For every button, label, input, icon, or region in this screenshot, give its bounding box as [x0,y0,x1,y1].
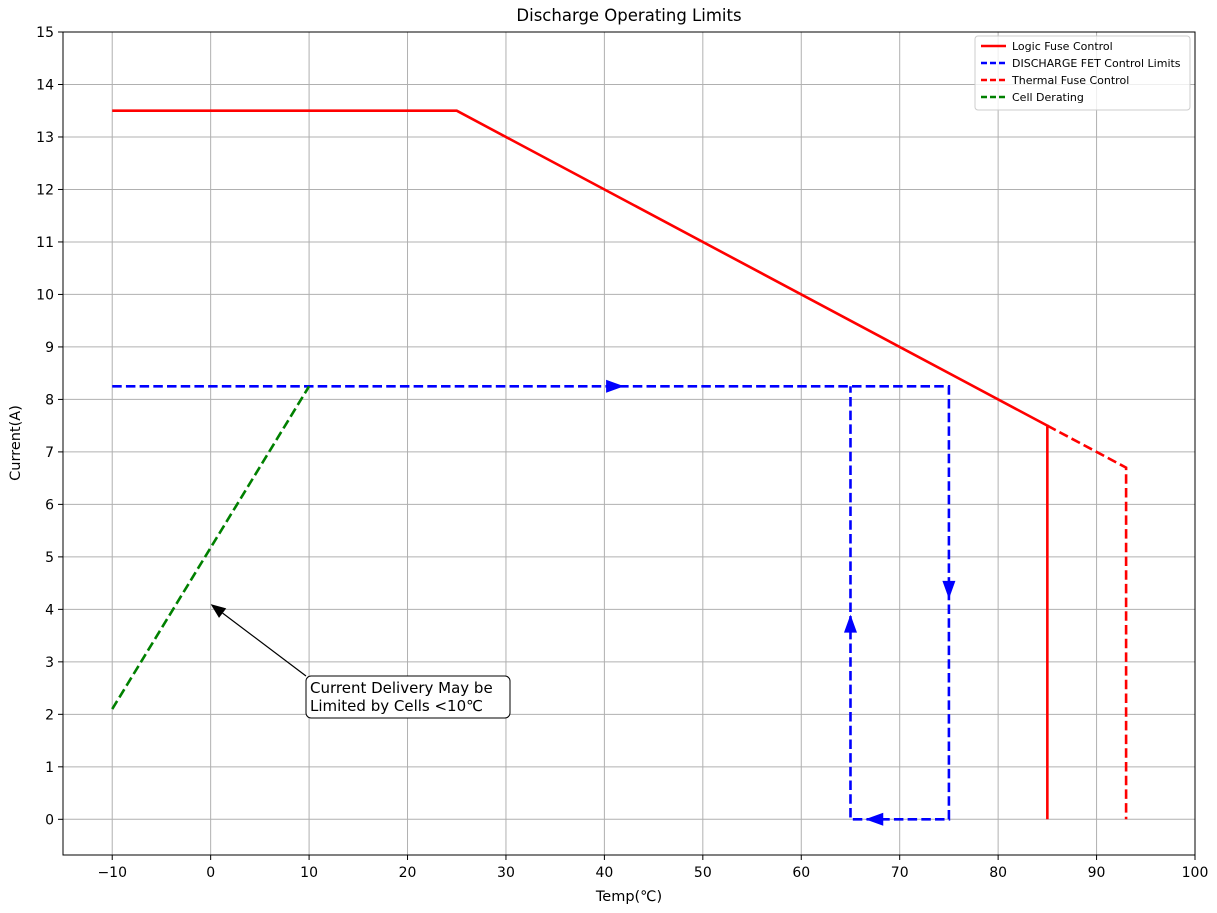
series-line-discharge-fet-control-limits [112,384,951,821]
y-tick-label: 15 [36,25,54,41]
y-tick-label: 5 [45,550,54,566]
annotation-text-line: Current Delivery May be [310,679,493,697]
legend-label-discharge-fet-control-limits: DISCHARGE FET Control Limits [1012,57,1181,70]
series-line-logic-fuse-control [112,109,1049,820]
direction-arrow-down [942,580,956,599]
y-tick-label: 10 [36,287,54,303]
annotation-arrow-head [210,604,227,618]
legend: Logic Fuse Control DISCHARGE FET Control … [974,35,1191,111]
legend-box [974,35,1191,111]
x-tick-label: 80 [989,865,1007,881]
x-tick-label: 50 [694,865,712,881]
y-tick-label: 8 [45,392,54,408]
plot-frame [62,31,1196,856]
y-tick-label: 1 [45,760,54,776]
annotation-box [305,675,511,719]
y-tick-label: 12 [36,182,54,198]
direction-arrow-left [865,812,884,826]
annotation-text-line: Limited by Cells <10℃ [310,697,483,715]
y-tick-label: 3 [45,655,54,671]
x-tick-label: 0 [206,865,215,881]
legend-label-logic-fuse-control: Logic Fuse Control [1012,40,1113,53]
x-tick-label: 70 [891,865,909,881]
y-axis-label: Current(A) [8,405,24,481]
x-tick-label: 60 [792,865,810,881]
tick-layer: −10 0 10 20 30 40 50 60 70 80 90 100012345678910111… [36,25,1208,881]
y-tick-label: 13 [36,130,54,146]
x-axis-label: Temp(℃) [595,889,662,905]
y-tick-label: 4 [45,602,54,618]
x-tick-label: −10 [97,865,127,881]
series-layer [111,109,1128,821]
annotation-arrow-line [222,612,307,677]
legend-label-cell-derating: Cell Derating [1012,91,1084,104]
y-tick-label: 9 [45,340,54,356]
y-tick-label: 2 [45,707,54,723]
x-tick-label: 90 [1088,865,1106,881]
x-tick-label: 40 [595,865,613,881]
x-tick-label: 10 [300,865,318,881]
y-tick-label: 6 [45,497,54,513]
series-line-cell-derating [111,385,311,710]
y-tick-label: 0 [45,812,54,828]
x-tick-label: 30 [497,865,515,881]
chart-title: Discharge Operating Limits [516,6,741,25]
arrow-layer [606,379,956,826]
x-tick-label: 20 [399,865,417,881]
series-line-thermal-fuse-control [1046,424,1128,820]
legend-label-thermal-fuse-control: Thermal Fuse Control [1011,74,1129,87]
direction-arrow-right [606,379,625,393]
direction-arrow-up [843,614,857,633]
y-tick-label: 11 [36,235,54,251]
x-tick-label: 100 [1182,865,1209,881]
y-tick-label: 14 [36,77,54,93]
y-tick-label: 7 [45,445,54,461]
